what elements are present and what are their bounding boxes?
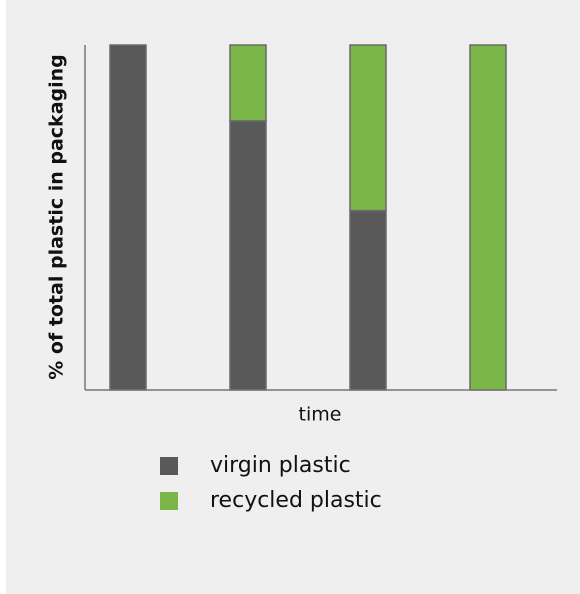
bar-segment <box>349 44 387 212</box>
legend-swatch <box>160 457 178 475</box>
bar-segment <box>469 44 507 391</box>
y-axis-label: % of total plastic in packaging <box>46 54 68 380</box>
bar-segment <box>109 44 147 391</box>
x-axis-label: time <box>299 404 342 426</box>
legend-label: recycled plastic <box>210 488 382 513</box>
bar-segment <box>229 120 267 391</box>
bar-segment <box>349 209 387 391</box>
legend-swatch <box>160 492 178 510</box>
bar-segment <box>229 44 267 122</box>
legend-label: virgin plastic <box>210 453 351 478</box>
